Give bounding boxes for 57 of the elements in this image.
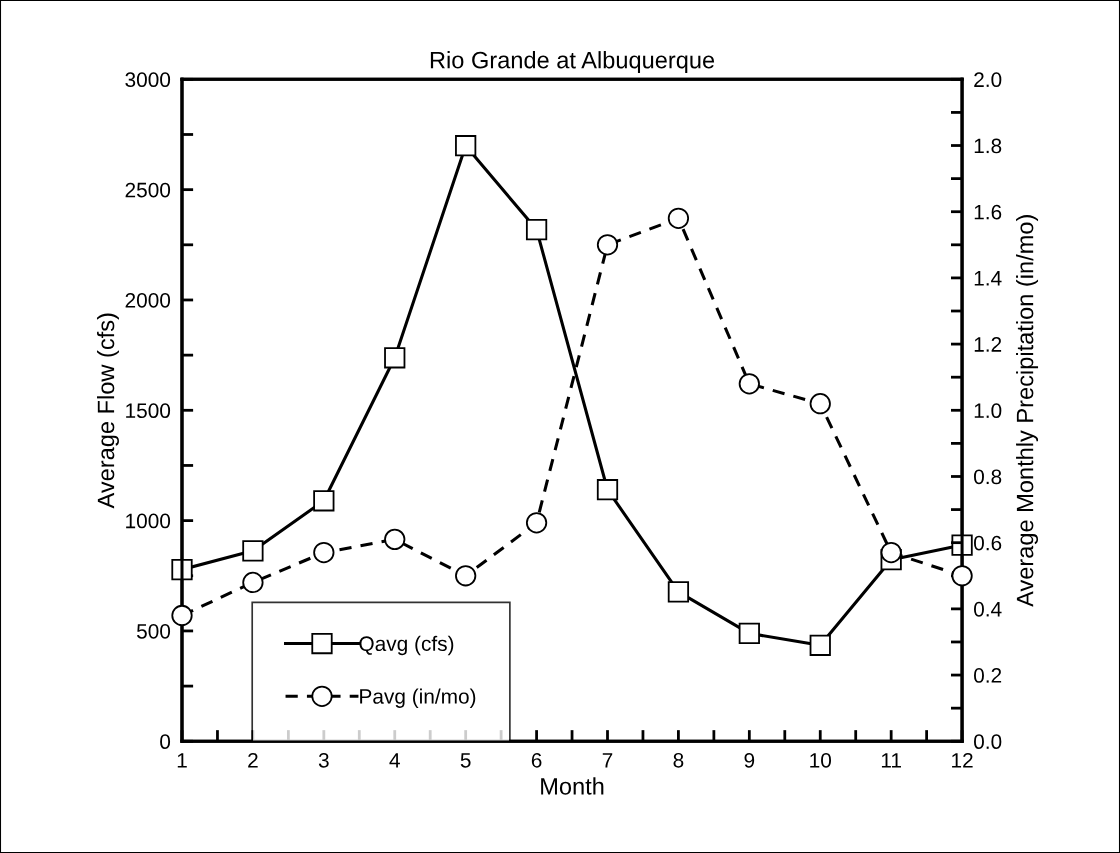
legend-label: Qavg (cfs) [359,635,454,656]
y-tick-label: 0 [160,734,171,750]
point [880,541,902,564]
point [738,373,760,395]
x-tick-label: 2 [248,752,258,768]
y-tick-label: 3000 [125,72,171,88]
x-tick-label: 9 [744,752,755,768]
point [951,565,973,587]
y-tick-label: 2500 [125,182,171,198]
point [455,135,477,157]
x-tick-label: 8 [673,752,684,768]
point [667,581,690,603]
y2-tick-label: 1.0 [974,403,1002,419]
y-tick-label: 1500 [126,403,171,419]
x-tick-label: 7 [602,753,613,768]
point [738,622,760,644]
point [313,490,335,512]
point [242,571,264,594]
point [313,541,335,564]
y2-tick-label: 0.0 [974,734,1002,750]
point [596,479,619,501]
x-tick-label: 3 [318,752,329,768]
x-tick-label: 6 [531,752,542,768]
point [596,234,619,256]
y2-tick-label: 0.4 [974,601,1002,617]
point [242,540,264,562]
x-tick-label: 11 [881,753,901,768]
x-tick-label: 4 [389,753,400,768]
y-tick-label: 500 [136,623,171,639]
legend-label: Pavg (in/mo) [360,688,476,708]
chart-title: Rio Grande at Albuquerque [430,51,715,74]
y2-tick-label: 2.0 [974,72,1002,88]
y-tick-label: 1000 [126,513,171,529]
point [525,218,548,241]
y2-tick-label: 1.2 [974,337,1002,352]
y-axis-title: Average Flow (cfs) [96,313,119,509]
y2-tick-label: 0.6 [974,535,1002,551]
x-tick-label: 10 [810,752,832,768]
x-axis-title: Month [541,777,604,795]
y-tick-label: 2000 [125,292,171,308]
x-tick-label: 5 [460,753,471,768]
point [809,634,831,656]
y2-tick-label: 0.8 [974,469,1002,485]
point [384,347,406,369]
y2-tick-label: 1.6 [974,204,1002,220]
point [667,207,690,229]
point [171,604,193,627]
point [455,565,477,587]
point [809,393,831,415]
point [525,512,548,534]
y2-tick-label: 1.4 [974,271,1002,286]
y2-axis-title: Average Monthly Precipitation (in/mo) [1016,215,1039,607]
point [384,528,406,550]
x-tick-label: 12 [952,752,973,768]
x-tick-label: 1 [177,753,187,768]
y2-tick-label: 1.8 [974,138,1002,154]
y2-tick-label: 0.2 [974,668,1002,683]
